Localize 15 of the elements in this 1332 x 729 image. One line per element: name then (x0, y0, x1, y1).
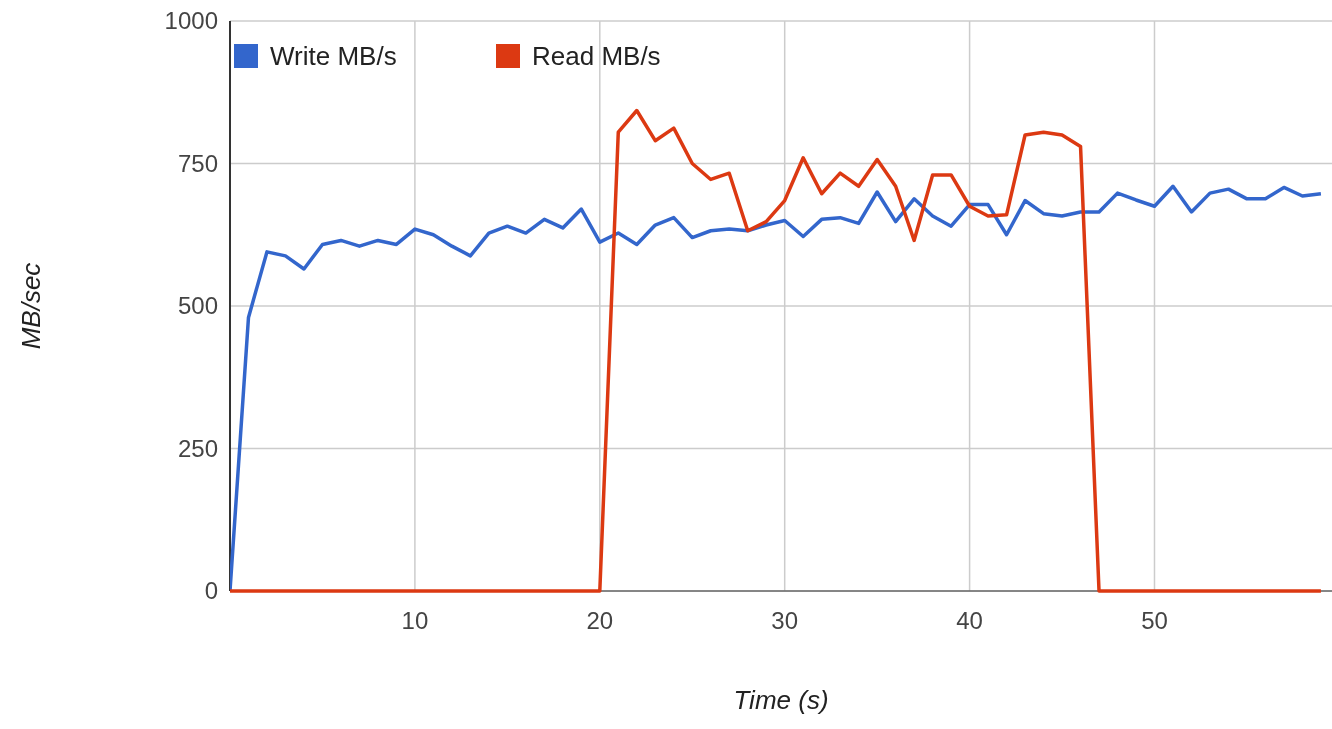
x-axis-title: Time (s) (733, 685, 829, 715)
x-tick-label: 10 (401, 607, 429, 634)
y-axis-title: MB/sec (16, 262, 46, 350)
legend-label: Write MB/s (270, 41, 397, 72)
line-series (230, 108, 1323, 593)
y-tick-label: 0 (204, 577, 218, 605)
y-tick-label: 1000 (164, 7, 218, 35)
y-tick-label: 250 (177, 434, 218, 462)
x-tick-label: 50 (1141, 607, 1168, 634)
x-tick-label: 20 (586, 607, 614, 634)
legend-label: Read MB/s (532, 41, 661, 72)
x-tick-label: 30 (771, 607, 799, 634)
x-tick-label: 40 (956, 607, 983, 634)
y-tick-label: 500 (177, 292, 218, 320)
y-tick-label: 750 (177, 149, 218, 177)
